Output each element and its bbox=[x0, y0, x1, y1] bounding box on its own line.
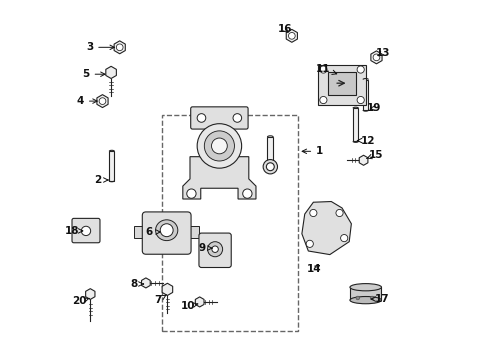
Bar bbox=[349, 287, 381, 300]
Circle shape bbox=[305, 240, 313, 247]
Bar bbox=[328, 72, 355, 95]
Bar bbox=[162, 116, 298, 330]
Bar bbox=[187, 226, 199, 238]
Circle shape bbox=[319, 96, 326, 104]
Bar bbox=[317, 65, 366, 105]
FancyBboxPatch shape bbox=[72, 219, 100, 243]
Circle shape bbox=[288, 32, 295, 39]
Text: 2: 2 bbox=[94, 175, 108, 185]
Text: 6: 6 bbox=[145, 227, 160, 237]
Circle shape bbox=[372, 54, 379, 61]
Circle shape bbox=[340, 234, 347, 242]
Circle shape bbox=[309, 210, 316, 217]
Text: 10: 10 bbox=[180, 301, 198, 311]
Ellipse shape bbox=[349, 297, 381, 304]
Text: 12: 12 bbox=[357, 136, 375, 145]
Circle shape bbox=[211, 138, 227, 154]
Ellipse shape bbox=[155, 220, 178, 240]
Circle shape bbox=[356, 96, 364, 104]
Text: 7: 7 bbox=[154, 295, 166, 305]
Polygon shape bbox=[162, 283, 172, 296]
Circle shape bbox=[197, 114, 205, 122]
Text: 5: 5 bbox=[82, 69, 105, 79]
Circle shape bbox=[355, 296, 359, 300]
Circle shape bbox=[160, 224, 173, 237]
Circle shape bbox=[99, 98, 105, 104]
FancyBboxPatch shape bbox=[199, 233, 231, 267]
Circle shape bbox=[233, 114, 241, 122]
Polygon shape bbox=[85, 289, 95, 300]
Text: 3: 3 bbox=[86, 42, 114, 52]
Text: 11: 11 bbox=[315, 64, 336, 75]
Circle shape bbox=[211, 246, 218, 252]
FancyBboxPatch shape bbox=[190, 107, 247, 129]
Polygon shape bbox=[114, 41, 125, 54]
Ellipse shape bbox=[349, 284, 381, 291]
Polygon shape bbox=[141, 278, 150, 288]
Circle shape bbox=[319, 66, 326, 73]
Text: 9: 9 bbox=[198, 243, 211, 253]
Text: 1: 1 bbox=[302, 146, 323, 156]
Text: 20: 20 bbox=[72, 296, 89, 306]
Circle shape bbox=[356, 66, 364, 73]
Bar bbox=[352, 108, 358, 141]
Circle shape bbox=[204, 131, 234, 161]
Bar bbox=[134, 226, 145, 238]
Polygon shape bbox=[97, 95, 108, 108]
Text: 17: 17 bbox=[370, 294, 389, 304]
Polygon shape bbox=[183, 157, 255, 199]
Circle shape bbox=[207, 242, 222, 257]
Text: 4: 4 bbox=[77, 96, 97, 106]
Circle shape bbox=[263, 159, 277, 174]
Text: 15: 15 bbox=[366, 150, 383, 160]
Polygon shape bbox=[359, 155, 367, 165]
Text: 18: 18 bbox=[64, 226, 82, 236]
FancyBboxPatch shape bbox=[142, 212, 191, 254]
Circle shape bbox=[186, 189, 196, 198]
Polygon shape bbox=[370, 51, 381, 64]
Polygon shape bbox=[301, 202, 351, 255]
Circle shape bbox=[369, 296, 373, 300]
Circle shape bbox=[197, 124, 241, 168]
Circle shape bbox=[116, 44, 123, 51]
Circle shape bbox=[81, 226, 90, 235]
Bar bbox=[362, 80, 367, 110]
Polygon shape bbox=[195, 297, 203, 307]
Bar bbox=[267, 137, 273, 166]
Text: 8: 8 bbox=[130, 279, 143, 289]
Text: 16: 16 bbox=[277, 24, 291, 35]
Text: 13: 13 bbox=[375, 48, 389, 58]
Text: 19: 19 bbox=[366, 103, 381, 113]
Polygon shape bbox=[285, 30, 297, 42]
Circle shape bbox=[266, 163, 274, 171]
Circle shape bbox=[242, 189, 251, 198]
Circle shape bbox=[335, 210, 343, 217]
Polygon shape bbox=[105, 66, 116, 78]
Text: 14: 14 bbox=[306, 264, 321, 274]
Bar bbox=[109, 151, 114, 181]
